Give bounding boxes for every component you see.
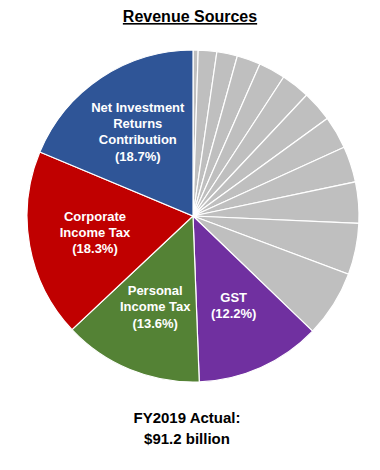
slice-label: PersonalIncome Tax	[120, 284, 191, 315]
title: Revenue Sources	[123, 8, 257, 25]
labels: GST(12.2%) PersonalIncome Tax(13.6%) Corpo…	[60, 101, 257, 331]
pie-slice	[40, 50, 193, 216]
data-label: (18.3%)	[72, 241, 118, 256]
annotation: FY2019 Actual:	[134, 409, 241, 426]
annotation: $91.2 billion	[144, 430, 230, 447]
slice-label: CorporateIncome Tax	[60, 209, 131, 240]
slices	[27, 50, 359, 382]
data-label: (13.6%)	[132, 316, 178, 331]
slice-label: Net InvestmentReturnsContribution	[91, 101, 185, 148]
data-label: (18.7%)	[115, 149, 161, 164]
data-label: (12.2%)	[211, 306, 257, 321]
slice-label: GST	[220, 290, 247, 305]
chart: Revenue Sources GST(12.2%) PersonalIncome …	[0, 0, 380, 470]
pie-slice	[193, 216, 313, 382]
pie: GST(12.2%) PersonalIncome Tax(13.6%) Corpo…	[27, 50, 359, 382]
